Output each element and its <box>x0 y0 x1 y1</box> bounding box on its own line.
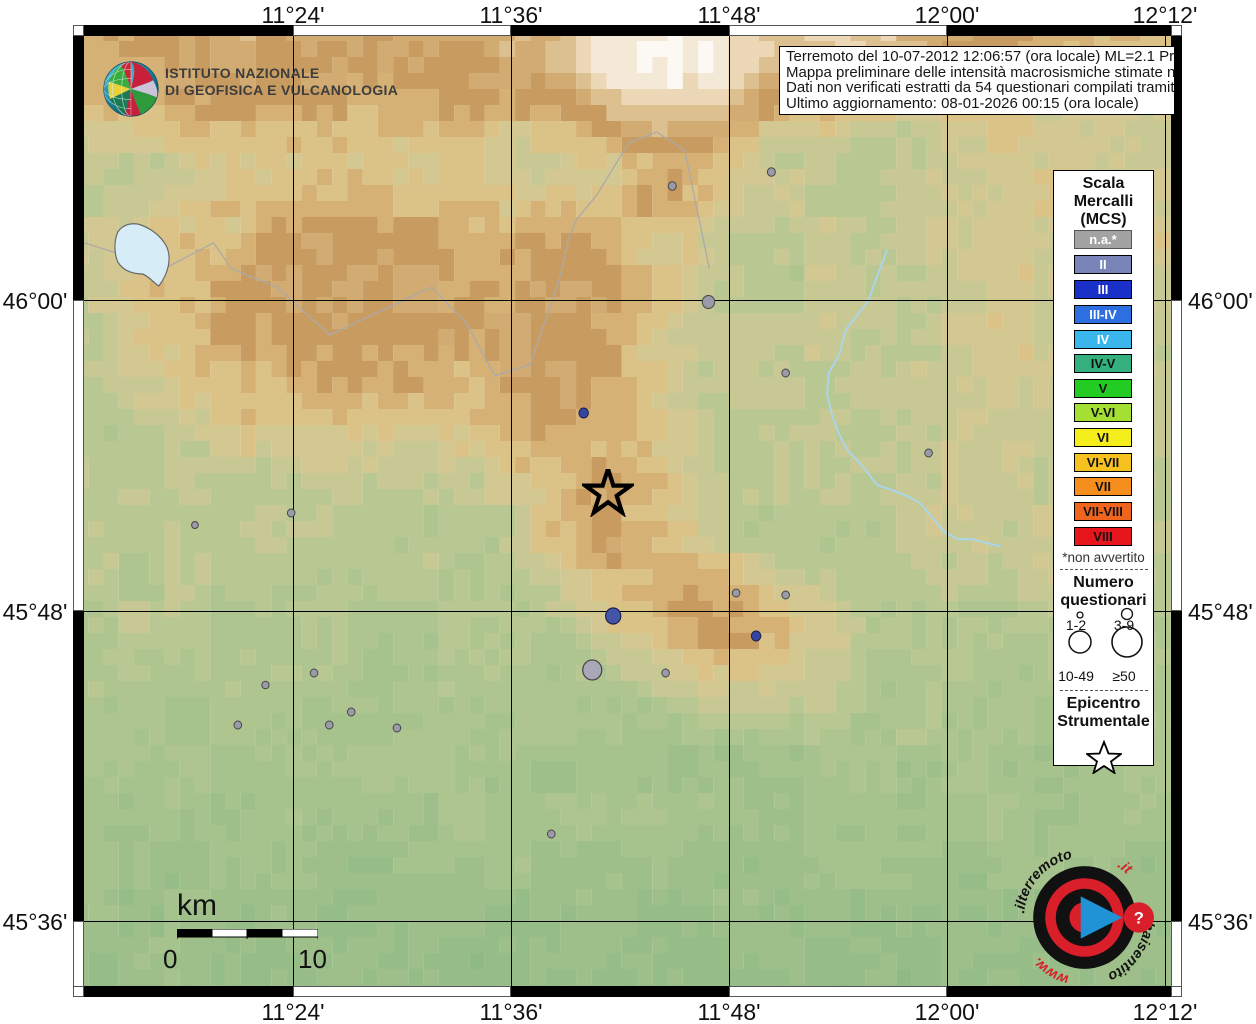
svg-text:?: ? <box>1134 909 1144 928</box>
svg-text:.it: .it <box>1115 857 1136 879</box>
